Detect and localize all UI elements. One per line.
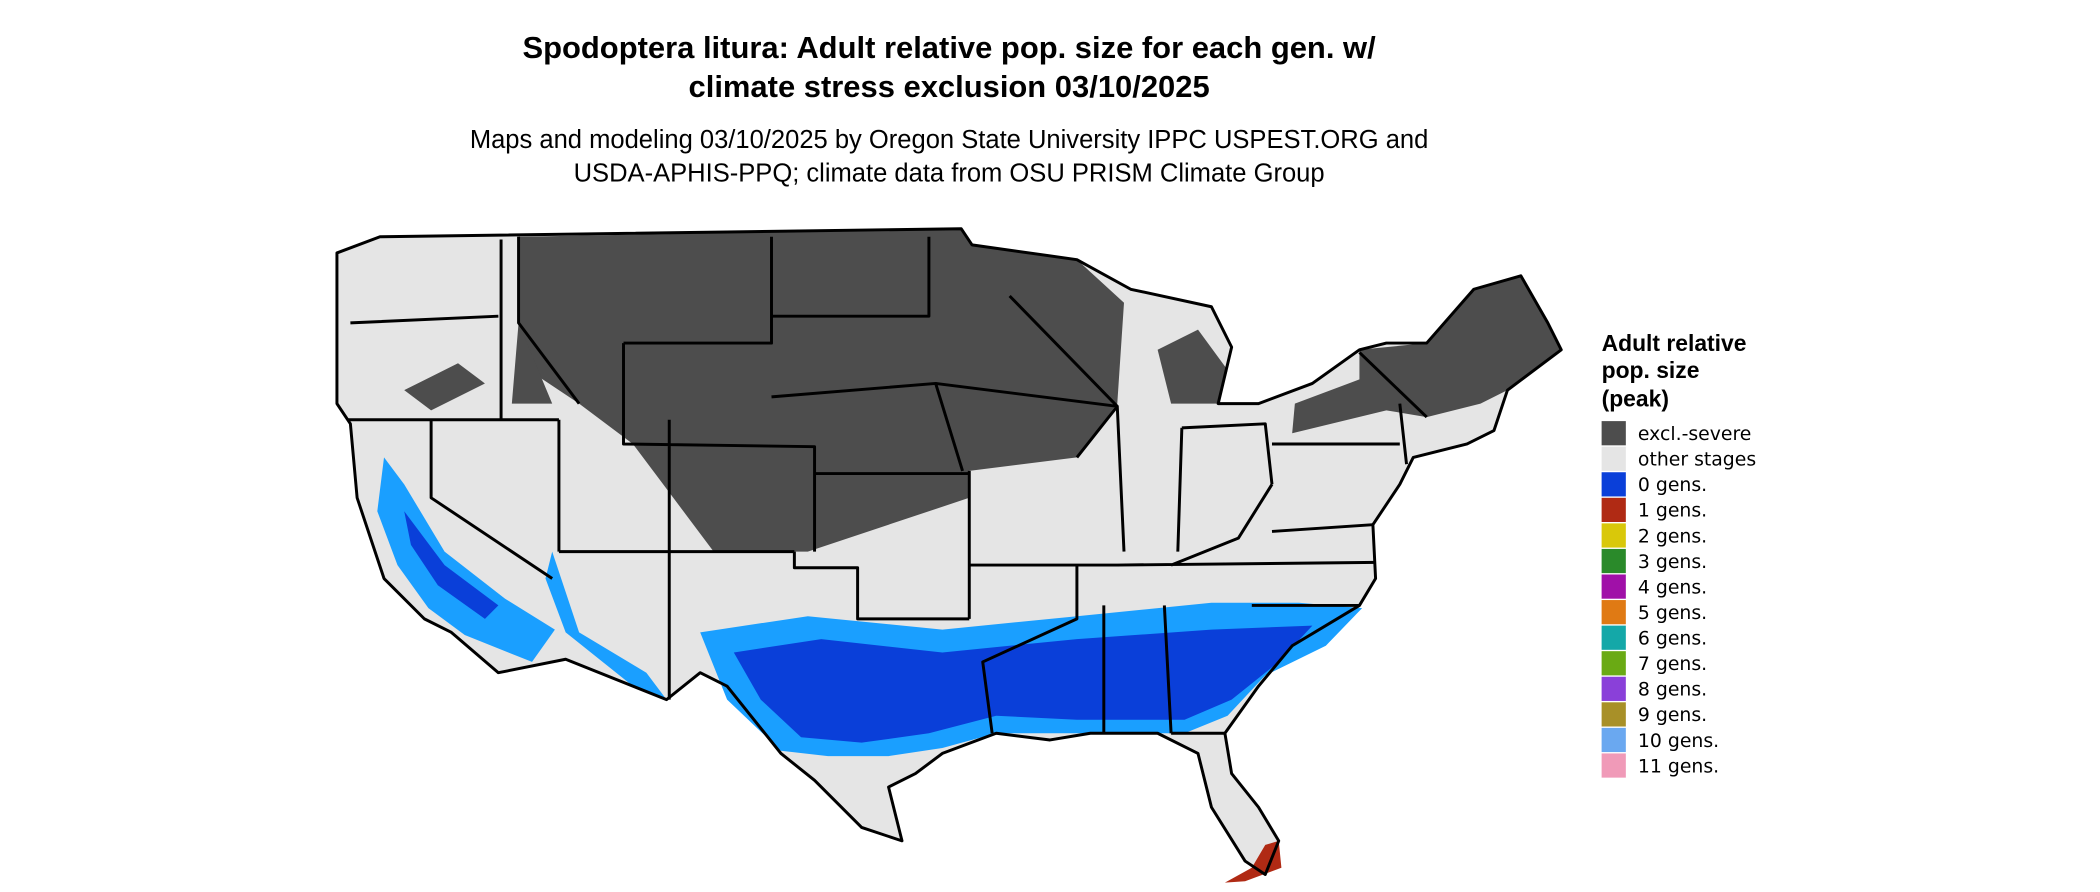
title-line: climate stress exclusion 03/10/2025 xyxy=(689,69,1210,104)
legend-label: 6 gens. xyxy=(1638,629,1707,650)
legend-swatch xyxy=(1601,651,1626,676)
legend-swatch xyxy=(1601,421,1626,446)
legend-title: pop. size xyxy=(1602,357,1700,383)
legend-swatch xyxy=(1601,625,1626,650)
legend-label: 4 gens. xyxy=(1638,577,1707,598)
state-borders xyxy=(347,236,1428,735)
title-line: Spodoptera litura: Adult relative pop. s… xyxy=(522,30,1376,65)
legend-label: 3 gens. xyxy=(1638,552,1707,573)
region-excl-severe xyxy=(404,322,553,411)
legend-title: (peak) xyxy=(1602,385,1669,411)
legend-swatch xyxy=(1601,472,1626,497)
country-border xyxy=(335,227,1563,876)
legend-swatch xyxy=(1601,676,1626,701)
legend-swatch xyxy=(1601,497,1626,523)
subtitle-line: Maps and modeling 03/10/2025 by Oregon S… xyxy=(470,126,1429,154)
legend-label: 8 gens. xyxy=(1638,680,1707,701)
legend-label: 1 gens. xyxy=(1638,501,1707,522)
legend-swatch xyxy=(1601,702,1626,727)
legend-label: 7 gens. xyxy=(1638,654,1707,675)
legend-label: 0 gens. xyxy=(1638,475,1707,496)
legend-label: 9 gens. xyxy=(1638,705,1707,726)
legend-swatch xyxy=(1601,753,1626,778)
legend-title: Adult relative xyxy=(1602,330,1747,356)
subtitle-line: USDA-APHIS-PPQ; climate data from OSU PR… xyxy=(574,160,1325,188)
region-excl-severe xyxy=(1157,329,1228,404)
legend-swatch xyxy=(1601,523,1626,548)
legend-swatch xyxy=(1601,727,1626,753)
legend-label: 5 gens. xyxy=(1638,603,1707,624)
legend-label: 2 gens. xyxy=(1638,526,1707,547)
legend-swatch xyxy=(1601,548,1626,574)
legend-swatch xyxy=(1601,446,1626,471)
us-map xyxy=(335,227,1563,883)
legend: Adult relative pop. size (peak) excl.-se… xyxy=(1601,330,1756,778)
region-excl-severe xyxy=(1292,275,1562,434)
legend-swatch xyxy=(1601,600,1626,625)
legend-label: other stages xyxy=(1638,450,1756,471)
legend-label: excl.-severe xyxy=(1638,424,1751,445)
region-gens-inner xyxy=(404,511,499,619)
legend-label: 10 gens. xyxy=(1638,731,1719,752)
legend-swatch xyxy=(1601,574,1626,599)
legend-label: 11 gens. xyxy=(1638,756,1719,777)
